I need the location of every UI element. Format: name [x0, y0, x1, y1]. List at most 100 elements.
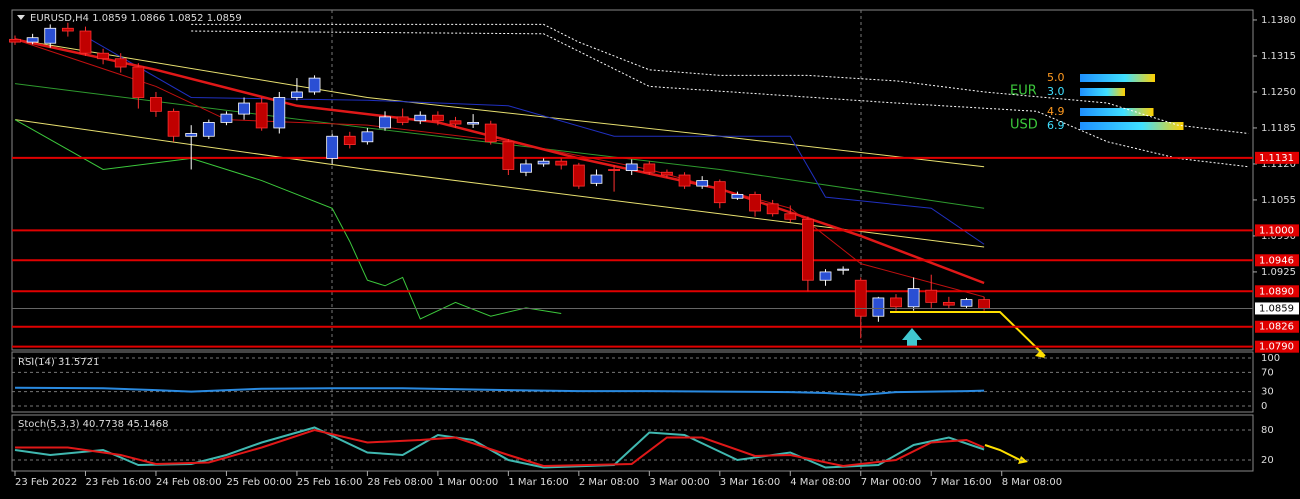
- candle-body: [185, 133, 198, 137]
- indicator-line: [14, 38, 985, 168]
- y-tick-label: 1.1120: [1261, 159, 1296, 170]
- candle-body: [537, 160, 550, 165]
- candle-body: [167, 110, 180, 137]
- candle-body: [713, 181, 726, 204]
- candle-body: [26, 37, 39, 43]
- strength-bar: [1080, 88, 1125, 96]
- y-tick-label: 30: [1261, 387, 1274, 398]
- candle-body: [784, 213, 797, 220]
- candle-body: [854, 279, 867, 317]
- x-tick-label: 3 Mar 00:00: [649, 477, 709, 488]
- x-tick-label: 2 Mar 08:00: [579, 477, 639, 488]
- menu-icon[interactable]: [17, 15, 25, 20]
- signal-arrow: [902, 328, 922, 346]
- candle-body: [572, 164, 585, 187]
- level-label-box: [1255, 254, 1299, 267]
- x-tick-label: 1 Mar 00:00: [438, 477, 498, 488]
- level-label-box: [1255, 340, 1299, 353]
- candle-body: [255, 102, 268, 129]
- indicator-line: [191, 30, 1249, 168]
- candle-body: [661, 171, 673, 176]
- level-label: 1.0826: [1259, 322, 1294, 333]
- x-tick-label: 7 Mar 16:00: [931, 477, 991, 488]
- candle-body: [132, 66, 145, 98]
- candle-body: [766, 203, 779, 215]
- y-tick-label: 70: [1261, 367, 1274, 378]
- currency-name: USD: [1010, 118, 1038, 133]
- candle-body: [696, 180, 709, 187]
- y-tick-label: 1.1055: [1261, 195, 1296, 206]
- candle-body: [890, 297, 902, 308]
- level-label-box: [1255, 285, 1299, 298]
- x-tick-label: 25 Feb 00:00: [226, 477, 292, 488]
- candle-body: [220, 113, 233, 123]
- candle-body: [819, 271, 832, 281]
- candle-body: [449, 120, 462, 125]
- candle-body: [837, 268, 850, 271]
- candle-body: [238, 102, 250, 115]
- strength-value: 4.9: [1047, 105, 1065, 118]
- candle-body: [467, 122, 480, 125]
- level-label-box: [1255, 151, 1299, 164]
- candle-body: [907, 288, 920, 308]
- candle-body: [555, 160, 568, 166]
- level-label: 1.0946: [1259, 255, 1294, 266]
- x-tick-label: 23 Feb 2022: [15, 477, 77, 488]
- candle-body: [678, 174, 691, 187]
- rsi-frame: [11, 351, 1254, 413]
- last-price-label: 1.0859: [1259, 303, 1294, 314]
- strength-value: 5.0: [1047, 71, 1065, 84]
- candle-body: [44, 27, 57, 44]
- y-tick-label: 1.1380: [1261, 15, 1296, 26]
- x-tick-label: 1 Mar 16:00: [508, 477, 568, 488]
- candle-body: [61, 27, 74, 32]
- candle-body: [150, 97, 162, 112]
- level-label: 1.1131: [1259, 153, 1294, 164]
- level-label: 1.1000: [1259, 225, 1294, 236]
- candle-body: [308, 77, 321, 93]
- indicator-line: [85, 36, 985, 245]
- x-tick-label: 25 Feb 16:00: [297, 477, 363, 488]
- y-tick-label: 20: [1261, 455, 1274, 466]
- candle-body: [872, 297, 885, 317]
- y-tick-label: 1.0925: [1261, 267, 1296, 278]
- indicator-line: [15, 428, 985, 468]
- strength-bar: [1080, 122, 1184, 130]
- candle-body: [731, 193, 744, 199]
- stoch-frame: [11, 414, 1254, 472]
- candle-body: [590, 174, 603, 184]
- last-price-box: [1255, 302, 1299, 315]
- x-tick-label: 28 Feb 08:00: [367, 477, 433, 488]
- candle-body: [414, 114, 427, 122]
- x-tick-label: 8 Mar 08:00: [1002, 477, 1062, 488]
- candle-body: [643, 163, 656, 173]
- strength-value: 3.0: [1047, 85, 1065, 98]
- y-tick-label: 1.1250: [1261, 87, 1296, 98]
- candle-body: [396, 116, 409, 123]
- candle-body: [925, 289, 938, 303]
- candle-body: [79, 30, 92, 54]
- candle-body: [502, 141, 515, 170]
- x-tick-label: 3 Mar 16:00: [720, 477, 780, 488]
- y-tick-label: 80: [1261, 425, 1274, 436]
- candle-body: [202, 122, 215, 137]
- candle-body: [273, 97, 286, 129]
- strength-bar: [1080, 108, 1154, 116]
- y-tick-label: 1.1315: [1261, 51, 1296, 62]
- level-label-box: [1255, 320, 1299, 333]
- candle-body: [291, 91, 303, 98]
- arrow-head: [1035, 350, 1045, 358]
- candle-body: [114, 58, 127, 68]
- level-label: 1.0890: [1259, 286, 1294, 297]
- candle-body: [361, 131, 374, 143]
- forecast-arrow: [890, 311, 1046, 357]
- chart-title: EURUSD,H4 1.0859 1.0866 1.0852 1.0859: [30, 13, 242, 24]
- main-frame: [11, 9, 1254, 351]
- x-tick-label: 24 Feb 08:00: [156, 477, 222, 488]
- y-tick-label: 100: [1261, 353, 1280, 364]
- x-tick-label: 23 Feb 16:00: [85, 477, 151, 488]
- level-label: 1.0790: [1259, 342, 1294, 353]
